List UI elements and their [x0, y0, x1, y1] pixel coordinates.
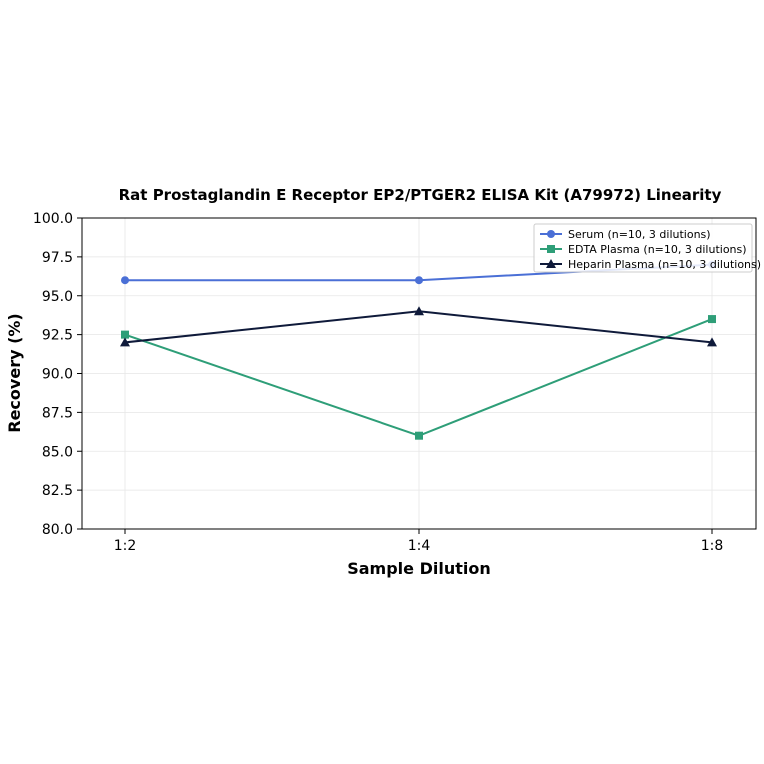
x-axis-label: Sample Dilution: [347, 559, 491, 578]
legend-marker: [547, 245, 555, 253]
y-tick-label: 87.5: [42, 405, 73, 421]
y-tick-label: 90.0: [42, 367, 73, 383]
y-tick-label: 95.0: [42, 289, 73, 305]
legend-item: EDTA Plasma (n=10, 3 dilutions): [540, 243, 747, 256]
data-point: [121, 276, 129, 285]
legend-marker: [546, 259, 556, 268]
legend-marker: [547, 230, 555, 238]
series-layer: [120, 260, 717, 440]
data-point: [415, 276, 423, 285]
y-tick-label: 97.5: [42, 250, 73, 266]
data-point: [414, 306, 424, 316]
series-line: [124, 318, 713, 437]
x-tick-label: 1:8: [701, 538, 724, 554]
y-tick-label: 92.5: [42, 328, 73, 344]
y-axis-label: Recovery (%): [5, 313, 24, 432]
data-point: [707, 337, 717, 347]
x-tick-label: 1:2: [114, 538, 137, 554]
legend-label: EDTA Plasma (n=10, 3 dilutions): [568, 243, 747, 256]
data-point: [708, 315, 716, 324]
series-line: [124, 310, 713, 344]
legend-item: Serum (n=10, 3 dilutions): [540, 228, 711, 241]
data-point: [121, 330, 129, 339]
legend-item: Heparin Plasma (n=10, 3 dilutions): [540, 258, 761, 271]
data-point: [120, 337, 130, 347]
series-2: [120, 306, 717, 347]
data-point: [415, 431, 423, 440]
x-tick-label: 1:4: [408, 538, 431, 554]
ticks-layer: 80.0 82.5 85.0 87.5 90.0 92.5 95.0 97.5 100.0 1:2…: [33, 211, 723, 554]
legend: Serum (n=10, 3 dilutions) EDTA Plasma (n=…: [533, 223, 761, 273]
chart-title: Rat Prostaglandin E Receptor EP2/PTGER2 …: [119, 186, 722, 204]
y-tick-label: 100.0: [33, 211, 73, 227]
y-tick-label: 82.5: [42, 483, 73, 499]
y-tick-label: 85.0: [42, 444, 73, 460]
y-tick-label: 80.0: [42, 522, 73, 538]
legend-label: Serum (n=10, 3 dilutions): [568, 228, 711, 241]
legend-box: [533, 223, 753, 273]
series-1: [121, 315, 716, 440]
legend-label: Heparin Plasma (n=10, 3 dilutions): [568, 258, 761, 271]
